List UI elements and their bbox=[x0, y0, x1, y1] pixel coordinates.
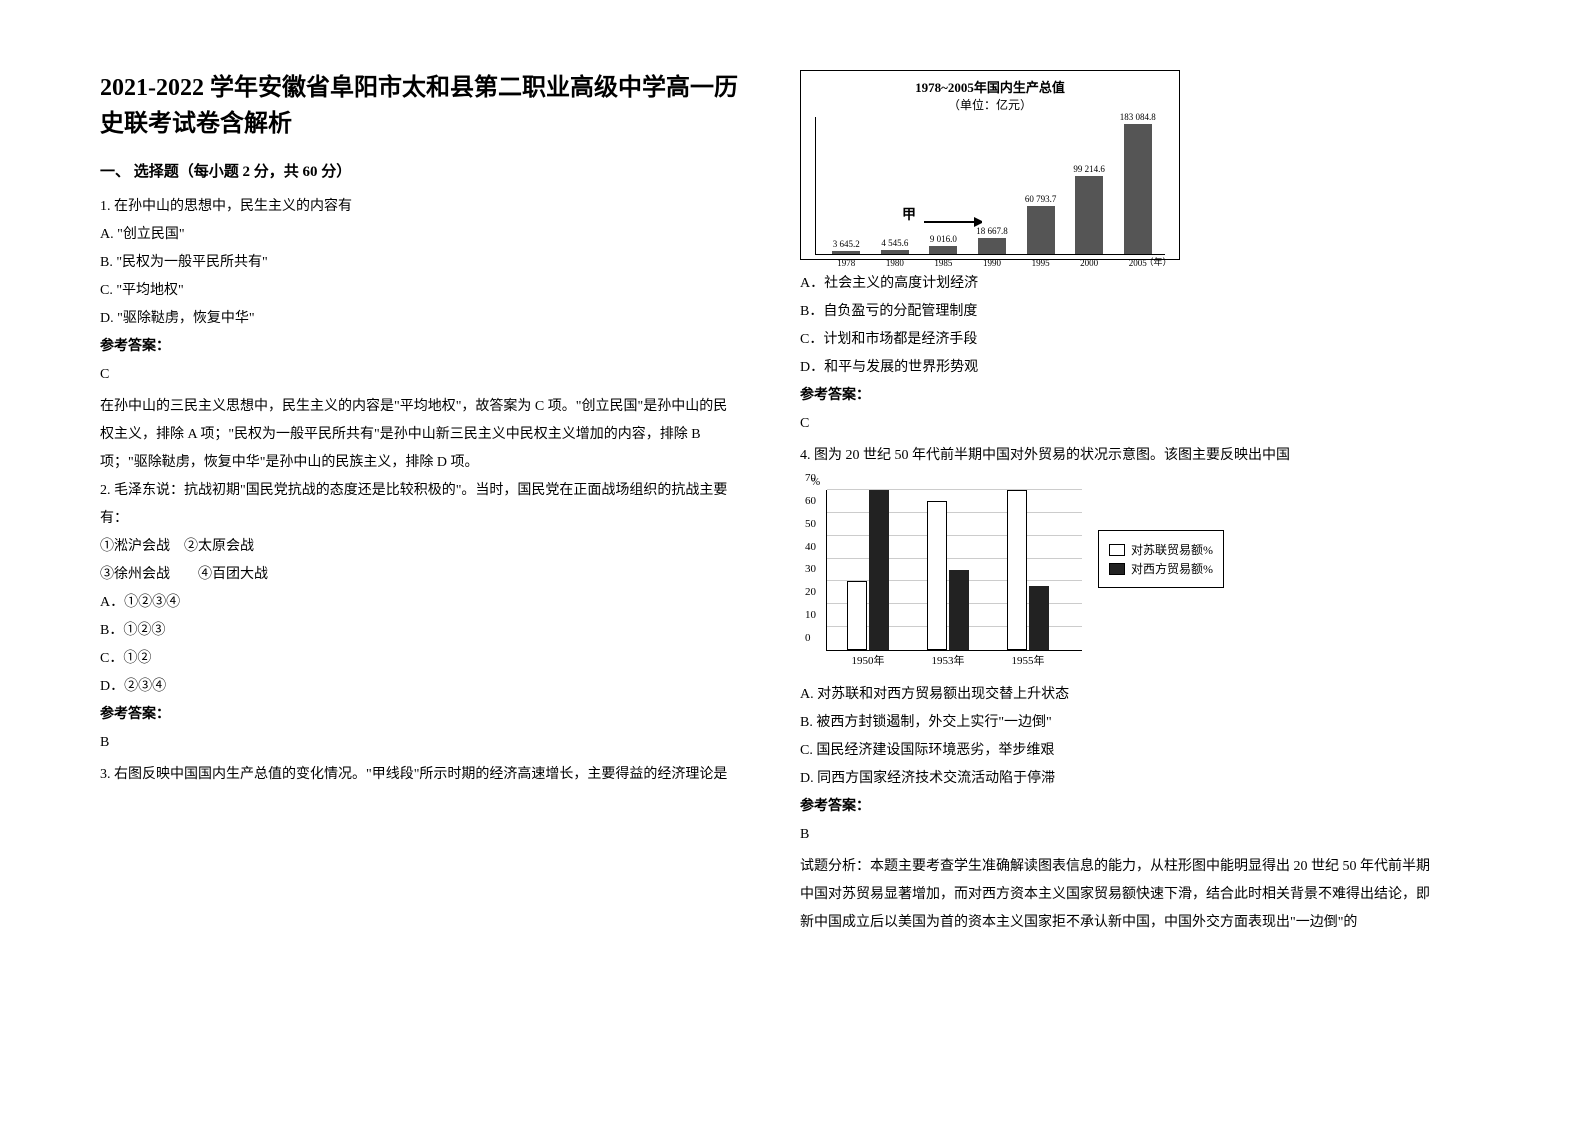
trade-ytick: 0 bbox=[805, 632, 811, 644]
gdp-bar bbox=[881, 250, 909, 254]
gdp-bar bbox=[929, 246, 957, 254]
q2-opt-b: B．①②③ bbox=[100, 617, 740, 645]
trade-x-label: 1950年 bbox=[838, 652, 898, 668]
trade-ytick: 30 bbox=[805, 563, 816, 575]
trade-chart: % 1020304050607001950年1953年1955年 对苏联贸易额%… bbox=[800, 490, 1260, 651]
trade-bar-su bbox=[927, 501, 947, 650]
gdp-bar-value: 183 084.8 bbox=[1108, 112, 1168, 122]
gdp-chart: 1978~2005年国内生产总值 （单位：亿元） 甲 3 645.219784 … bbox=[800, 70, 1180, 260]
legend-row-west: 对西方贸易额% bbox=[1109, 560, 1213, 577]
trade-x-label: 1953年 bbox=[918, 652, 978, 668]
q4-stem: 4. 图为 20 世纪 50 年代前半期中国对外贸易的状况示意图。该图主要反映出… bbox=[800, 442, 1440, 470]
q2-answer-head: 参考答案： bbox=[100, 701, 740, 729]
gdp-bar-value: 99 214.6 bbox=[1059, 164, 1119, 174]
trade-chart-legend: 对苏联贸易额% 对西方贸易额% bbox=[1098, 530, 1224, 588]
trade-chart-plot: % 1020304050607001950年1953年1955年 bbox=[826, 490, 1082, 651]
trade-x-label: 1955年 bbox=[998, 652, 1058, 668]
gdp-bar bbox=[1124, 124, 1152, 254]
q2-answer: B bbox=[100, 729, 740, 757]
trade-ytick: 10 bbox=[805, 609, 816, 621]
trade-gridline bbox=[827, 535, 1082, 536]
legend-row-su: 对苏联贸易额% bbox=[1109, 541, 1213, 558]
gdp-bar bbox=[832, 251, 860, 254]
q3-opt-c: C．计划和市场都是经济手段 bbox=[800, 326, 1440, 354]
gdp-x-unit: （年） bbox=[1128, 255, 1188, 268]
q4-opt-c: C. 国民经济建设国际环境恶劣，举步维艰 bbox=[800, 737, 1440, 765]
legend-swatch-black bbox=[1109, 563, 1125, 575]
trade-gridline bbox=[827, 489, 1082, 490]
q4-explanation: 试题分析：本题主要考查学生准确解读图表信息的能力，从柱形图中能明显得出 20 世… bbox=[800, 853, 1440, 937]
gdp-bar bbox=[1027, 206, 1055, 254]
q3-answer: C bbox=[800, 410, 1440, 438]
q1-opt-b: B. "民权为一般平民所共有" bbox=[100, 249, 740, 277]
trade-ytick: 40 bbox=[805, 541, 816, 553]
trade-bar-west bbox=[869, 490, 889, 650]
q4-opt-a: A. 对苏联和对西方贸易额出现交替上升状态 bbox=[800, 681, 1440, 709]
q3-opt-d: D．和平与发展的世界形势观 bbox=[800, 354, 1440, 382]
q1-answer: C bbox=[100, 361, 740, 389]
gdp-chart-subtitle: （单位：亿元） bbox=[811, 96, 1169, 113]
q1-opt-d: D. "驱除鞑虏，恢复中华" bbox=[100, 305, 740, 333]
q3-opt-a: A．社会主义的高度计划经济 bbox=[800, 270, 1440, 298]
legend-swatch-white bbox=[1109, 544, 1125, 556]
gdp-bar bbox=[1075, 176, 1103, 254]
page: 2021-2022 学年安徽省阜阳市太和县第二职业高级中学高一历史联考试卷含解析… bbox=[0, 0, 1587, 977]
q1-stem: 1. 在孙中山的思想中，民生主义的内容有 bbox=[100, 193, 740, 221]
q2-line2: ③徐州会战 ④百团大战 bbox=[100, 561, 740, 589]
q2-opt-d: D．②③④ bbox=[100, 673, 740, 701]
left-column: 2021-2022 学年安徽省阜阳市太和县第二职业高级中学高一历史联考试卷含解析… bbox=[100, 70, 740, 937]
trade-ytick: 70 bbox=[805, 472, 816, 484]
q3-answer-head: 参考答案： bbox=[800, 382, 1440, 410]
gdp-bar-value: 18 667.8 bbox=[962, 226, 1022, 236]
q2-opt-a: A．①②③④ bbox=[100, 589, 740, 617]
q3-stem: 3. 右图反映中国国内生产总值的变化情况。"甲线段"所示时期的经济高速增长，主要… bbox=[100, 761, 740, 789]
q3-opt-b: B．自负盈亏的分配管理制度 bbox=[800, 298, 1440, 326]
trade-bar-su bbox=[847, 581, 867, 650]
q1-explanation: 在孙中山的三民主义思想中，民生主义的内容是"平均地权"，故答案为 C 项。"创立… bbox=[100, 393, 740, 477]
right-column: 1978~2005年国内生产总值 （单位：亿元） 甲 3 645.219784 … bbox=[800, 70, 1440, 937]
gdp-chart-title: 1978~2005年国内生产总值 bbox=[811, 77, 1169, 96]
trade-gridline bbox=[827, 512, 1082, 513]
q1-opt-c: C. "平均地权" bbox=[100, 277, 740, 305]
legend-label-west: 对西方贸易额% bbox=[1131, 560, 1213, 577]
gdp-bar bbox=[978, 238, 1006, 254]
q1-answer-head: 参考答案： bbox=[100, 333, 740, 361]
trade-ytick: 50 bbox=[805, 518, 816, 530]
q2-opt-c: C．①② bbox=[100, 645, 740, 673]
legend-label-su: 对苏联贸易额% bbox=[1131, 541, 1213, 558]
gdp-chart-caption: 甲 bbox=[902, 204, 916, 224]
trade-bar-su bbox=[1007, 490, 1027, 650]
q4-opt-b: B. 被西方封锁遏制，外交上实行"一边倒" bbox=[800, 709, 1440, 737]
trade-gridline bbox=[827, 558, 1082, 559]
gdp-chart-area: 甲 3 645.219784 545.619809 016.0198518 66… bbox=[815, 117, 1165, 255]
q2-line1: ①淞沪会战 ②太原会战 bbox=[100, 533, 740, 561]
gdp-bar-value: 60 793.7 bbox=[1011, 194, 1071, 204]
trade-ytick: 60 bbox=[805, 495, 816, 507]
q1-opt-a: A. "创立民国" bbox=[100, 221, 740, 249]
trade-ytick: 20 bbox=[805, 586, 816, 598]
section-heading: 一、 选择题（每小题 2 分，共 60 分） bbox=[100, 160, 740, 181]
q4-answer-head: 参考答案： bbox=[800, 793, 1440, 821]
q4-opt-d: D. 同西方国家经济技术交流活动陷于停滞 bbox=[800, 765, 1440, 793]
trade-bar-west bbox=[949, 570, 969, 650]
q4-answer: B bbox=[800, 821, 1440, 849]
trade-bar-west bbox=[1029, 586, 1049, 650]
document-title: 2021-2022 学年安徽省阜阳市太和县第二职业高级中学高一历史联考试卷含解析 bbox=[100, 70, 740, 142]
q2-stem: 2. 毛泽东说：抗战初期"国民党抗战的态度还是比较积极的"。当时，国民党在正面战… bbox=[100, 477, 740, 533]
